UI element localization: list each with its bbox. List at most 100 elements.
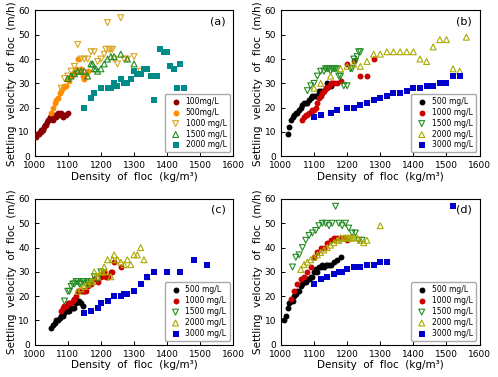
Y-axis label: Settling  velocity  of  floc  (m/h): Settling velocity of floc (m/h) [253, 190, 263, 354]
2000 mg/L [396, 49, 404, 55]
2000 mg/L [376, 51, 384, 57]
1500 mg/L [352, 230, 360, 236]
1000 mg/L [79, 288, 87, 294]
1500 mg/L [305, 232, 313, 238]
500 mg/L [320, 87, 328, 93]
500mg/L [47, 110, 55, 116]
1000 mg/L [330, 80, 338, 86]
500 mg/L [64, 308, 72, 314]
100mg/L [57, 110, 65, 116]
1000 mg/L [110, 259, 118, 265]
1000 mg/L [313, 100, 321, 106]
3000 mg/L [376, 259, 384, 265]
2000 mg/L [107, 85, 115, 91]
500mg/L [70, 70, 78, 77]
2000 mg/L [173, 85, 181, 91]
1000 mg/L [70, 63, 78, 69]
1500 mg/L [94, 276, 102, 282]
100mg/L [54, 110, 62, 116]
500 mg/L [327, 83, 335, 89]
500 mg/L [72, 300, 80, 307]
500 mg/L [333, 257, 341, 263]
1500 mg/L [64, 288, 72, 294]
1500 mg/L [89, 61, 97, 67]
2000 mg/L [363, 237, 371, 243]
2000 mg/L [320, 247, 328, 253]
2000 mg/L [140, 66, 148, 72]
2000 mg/L [357, 63, 365, 69]
2000 mg/L [114, 257, 122, 263]
100mg/L [47, 114, 55, 120]
500 mg/L [51, 320, 59, 326]
500 mg/L [297, 105, 305, 111]
1000 mg/L [290, 288, 298, 294]
500mg/L [59, 85, 67, 91]
1500 mg/L [69, 281, 77, 287]
3000 mg/L [436, 80, 444, 86]
2000 mg/L [136, 245, 144, 251]
500 mg/L [287, 117, 295, 123]
2000 mg/L [310, 85, 318, 91]
1500 mg/L [308, 230, 316, 236]
1500 mg/L [80, 279, 88, 285]
500mg/L [51, 100, 59, 106]
1500 mg/L [60, 298, 68, 304]
2000 mg/L [153, 73, 161, 79]
2000 mg/L [104, 85, 112, 91]
1000 mg/L [97, 56, 105, 62]
500 mg/L [305, 276, 313, 282]
500mg/L [54, 95, 62, 101]
1000 mg/L [94, 279, 102, 285]
1500 mg/L [117, 51, 125, 57]
1000 mg/L [100, 51, 108, 57]
2000 mg/L [99, 269, 107, 275]
500 mg/L [67, 305, 75, 311]
2000 mg/L [156, 46, 164, 52]
2000 mg/L [462, 34, 470, 40]
500 mg/L [282, 313, 290, 319]
1500 mg/L [357, 49, 365, 55]
1000 mg/L [62, 303, 70, 309]
100mg/L [64, 110, 72, 116]
2000 mg/L [370, 51, 377, 57]
1500 mg/L [313, 73, 321, 79]
3000 mg/L [163, 269, 171, 275]
3000 mg/L [190, 257, 198, 263]
100mg/L [33, 132, 41, 138]
1500 mg/L [325, 223, 333, 229]
X-axis label: Density  of  floc  (kg/m³): Density of floc (kg/m³) [317, 360, 444, 370]
2000 mg/L [87, 95, 95, 101]
1000 mg/L [64, 73, 72, 79]
1000 mg/L [105, 46, 113, 52]
1500 mg/L [77, 68, 85, 74]
1500 mg/L [97, 269, 105, 275]
2000 mg/L [323, 245, 331, 251]
1000 mg/L [363, 73, 371, 79]
1500 mg/L [295, 252, 303, 258]
100mg/L [46, 114, 54, 120]
500 mg/L [307, 95, 315, 101]
3000 mg/L [310, 114, 318, 120]
100mg/L [40, 124, 48, 130]
1500 mg/L [110, 54, 118, 60]
1000 mg/L [124, 56, 131, 62]
100mg/L [45, 117, 53, 123]
X-axis label: Density  of  floc  (kg/m³): Density of floc (kg/m³) [317, 172, 444, 182]
500 mg/L [60, 310, 68, 316]
1500 mg/L [107, 54, 115, 60]
2000 mg/L [337, 235, 345, 241]
2000 mg/L [317, 250, 325, 256]
2000 mg/L [80, 105, 88, 111]
2000 mg/L [337, 66, 345, 72]
500 mg/L [288, 114, 296, 120]
500mg/L [69, 70, 77, 77]
1500 mg/L [345, 225, 353, 231]
2000 mg/L [383, 49, 391, 55]
2000 mg/L [342, 235, 350, 241]
3000 mg/L [409, 85, 417, 91]
500 mg/L [287, 298, 295, 304]
1500 mg/L [328, 220, 336, 226]
2000 mg/L [436, 37, 444, 43]
1500 mg/L [75, 281, 83, 287]
1000 mg/L [343, 61, 351, 67]
